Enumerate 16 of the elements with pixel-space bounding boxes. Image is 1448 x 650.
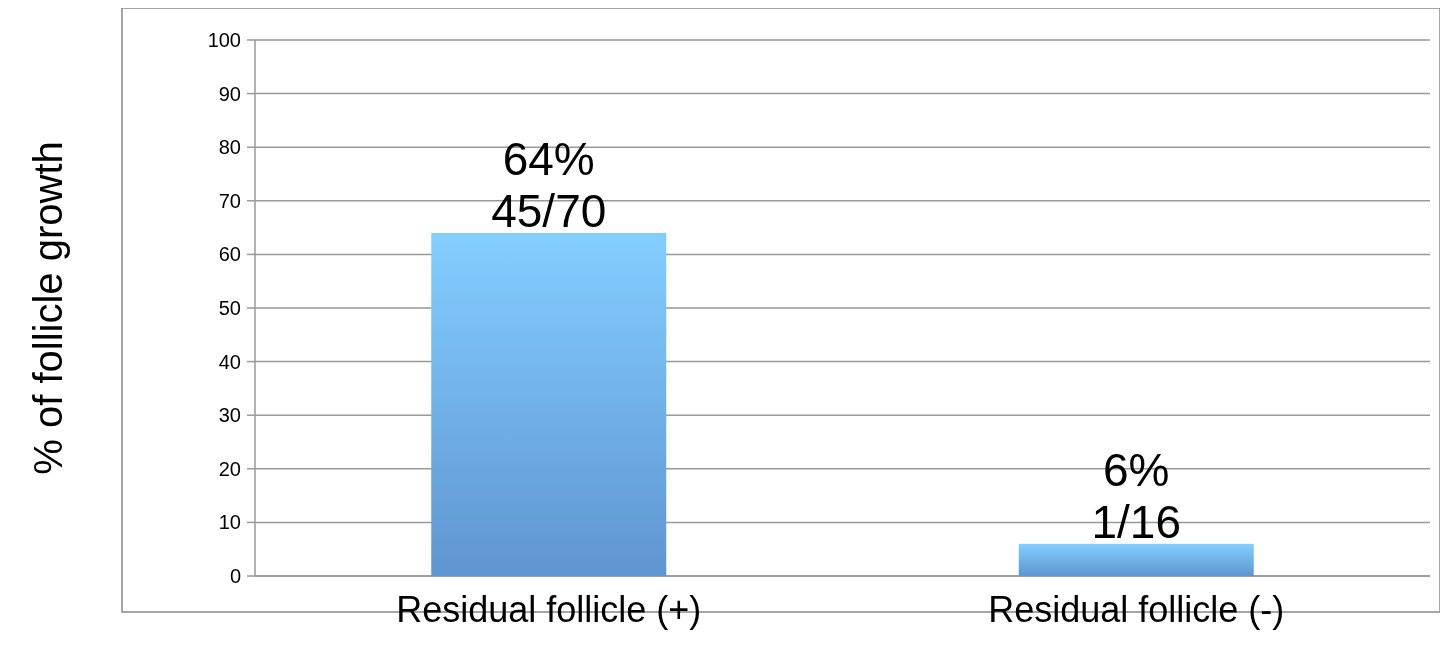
y-tick-label: 90 [218, 82, 241, 105]
data-label: 64% 45/70 [491, 132, 607, 237]
data-label: 6% 1/16 [1091, 443, 1182, 548]
y-tick-label: 70 [218, 189, 241, 212]
x-tick-label: Residual follicle (+) [396, 589, 702, 630]
y-tick-label: 40 [218, 350, 241, 373]
y-tick-label: 80 [218, 136, 241, 159]
y-axis-title: % of follicle growth [26, 141, 70, 475]
y-tick-label: 60 [218, 243, 241, 266]
y-tick-label: 30 [218, 404, 241, 427]
y-tick-label: 10 [218, 511, 241, 534]
y-tick-label: 100 [207, 29, 241, 51]
x-tick-label: Residual follicle (-) [988, 589, 1285, 630]
y-tick-label: 0 [229, 565, 241, 587]
y-tick-label: 20 [218, 457, 241, 480]
y-tick-label: 50 [218, 297, 241, 319]
